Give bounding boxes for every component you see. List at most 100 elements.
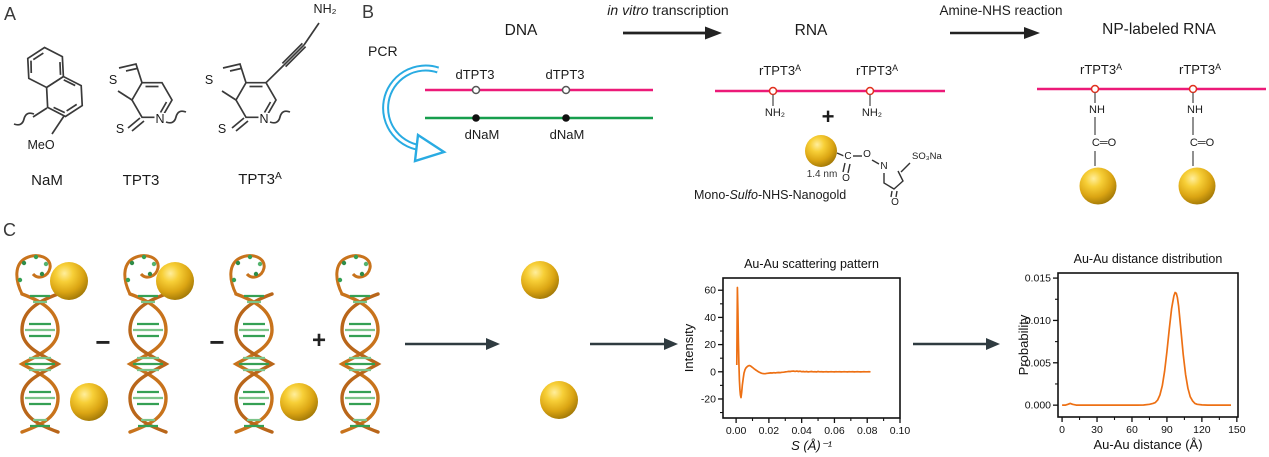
rna-heading: RNA	[794, 22, 828, 39]
pcr-label: PCR	[368, 43, 398, 59]
panel-a-label: A	[4, 4, 17, 24]
svg-text:150: 150	[1228, 424, 1246, 436]
gold-nanoparticle	[280, 383, 318, 421]
nanogold-size-label: 1.4 nm	[806, 169, 838, 180]
dnam-site-icon	[472, 114, 480, 122]
rtpt3a-label: rTPT3A	[855, 63, 899, 78]
svg-text:60: 60	[1126, 424, 1138, 436]
carbonyl-co-label: C═O	[1188, 137, 1216, 149]
svg-text:20: 20	[704, 339, 716, 351]
transcription-arrow	[623, 26, 722, 40]
svg-text:40: 40	[704, 312, 716, 324]
nanogold-caption: Mono-Sulfo-NHS-Nanogold	[694, 188, 847, 202]
svg-text:Intensity: Intensity	[685, 323, 696, 372]
gold-nanoparticle	[70, 383, 108, 421]
carbonyl-co-label: C═O	[1090, 137, 1118, 149]
np-labeled-rna-heading: NP-labeled RNA	[1102, 21, 1216, 38]
ring-oxygen-label: O	[890, 197, 900, 208]
gold-nanoparticle	[156, 262, 194, 300]
carbon-atom-label: C	[843, 151, 853, 162]
helix-bottom-label	[229, 253, 274, 434]
gold-nanoparticle	[805, 135, 837, 167]
svg-text:0.005: 0.005	[1025, 357, 1051, 369]
rtpt3a-label: rTPT3A	[1178, 62, 1222, 77]
meo-label: MeO	[26, 138, 56, 152]
ester-oxygen-label: O	[862, 149, 872, 160]
tpt3a-n-label: N	[258, 112, 270, 126]
workflow-arrow-2	[590, 338, 678, 350]
svg-text:0.000: 0.000	[1025, 400, 1051, 412]
dtpt3-site-icon	[561, 85, 571, 95]
dnam-label: dNaM	[464, 127, 500, 142]
svg-text:90: 90	[1161, 424, 1173, 436]
svg-text:60: 60	[704, 285, 716, 297]
gold-nanoparticle	[1079, 167, 1117, 205]
svg-text:0.015: 0.015	[1025, 273, 1051, 285]
transcription-step-label: in vitro transcription	[607, 2, 729, 18]
rtpt3a-site-icon	[865, 86, 875, 96]
dtpt3-label: dTPT3	[545, 67, 585, 82]
amide-nh-label: NH	[1186, 104, 1204, 116]
amine-group-label: NH₂	[763, 107, 787, 119]
gold-nanoparticle	[521, 261, 559, 299]
dnam-label: dNaM	[549, 127, 585, 142]
helix-unlabeled	[335, 253, 380, 434]
plus-sign: +	[821, 104, 835, 129]
dnam-site-icon	[562, 114, 570, 122]
au-au-scattering-chart: 0.00 0.02 0.04 0.06 0.08 0.10 -20 0 20 40 60 Au-Au …	[685, 257, 911, 453]
tpt3-thione-s-label: S	[114, 122, 126, 136]
svg-text:30: 30	[1091, 424, 1103, 436]
svg-text:Au-Au distance (Å): Au-Au distance (Å)	[1093, 437, 1202, 452]
rtpt3a-site-icon	[1188, 84, 1198, 94]
minus-operator: −	[209, 327, 225, 357]
tpt3a-ring-s-label: S	[203, 73, 215, 87]
amine-nhs-step-label: Amine-NHS reaction	[939, 3, 1063, 18]
amide-nh-label: NH	[1088, 104, 1106, 116]
svg-text:Au-Au scattering pattern: Au-Au scattering pattern	[744, 257, 879, 271]
tpt3-caption: TPT3	[122, 172, 160, 189]
svg-text:0.02: 0.02	[759, 425, 780, 437]
tpt3-structure	[117, 62, 187, 132]
rtpt3a-site-icon	[768, 86, 778, 96]
plus-operator: +	[311, 327, 327, 354]
pcr-cycle-arrow	[382, 64, 447, 163]
svg-text:0.08: 0.08	[857, 425, 878, 437]
svg-text:Probability: Probability	[1016, 314, 1031, 375]
np-labeled-rna	[1037, 84, 1266, 205]
panel-c-label: C	[3, 220, 16, 240]
gold-nanoparticle	[50, 262, 88, 300]
rtpt3a-label: rTPT3A	[758, 63, 802, 78]
tpt3-ring-s-label: S	[107, 73, 119, 87]
svg-text:Au-Au distance distribution: Au-Au distance distribution	[1074, 252, 1223, 266]
svg-text:0.010: 0.010	[1025, 315, 1051, 327]
dna-duplex	[425, 85, 653, 122]
workflow-arrow-3	[913, 338, 1000, 350]
amine-nhs-arrow	[950, 27, 1040, 39]
tpt3a-superscript: A	[274, 171, 282, 183]
nam-caption: NaM	[31, 172, 63, 189]
svg-text:0.04: 0.04	[791, 425, 812, 437]
carbonyl-oxygen-label: O	[841, 173, 851, 184]
rna-strand	[715, 86, 945, 106]
minus-operator: −	[95, 327, 111, 357]
nitrogen-atom-label: N	[879, 161, 889, 172]
workflow-arrow-1	[405, 338, 500, 350]
nanogold-reagent	[805, 135, 911, 198]
svg-text:S (Å)⁻¹: S (Å)⁻¹	[791, 438, 832, 453]
svg-text:-20: -20	[701, 393, 716, 405]
tpt3a-structure	[221, 22, 320, 132]
tpt3a-thione-s-label: S	[216, 122, 228, 136]
au-au-distance-chart: 0 30 60 90 120 150 0.000 0.005 0.010 0.015 Au-Au d…	[1016, 252, 1246, 452]
dtpt3-site-icon	[471, 85, 481, 95]
dna-heading: DNA	[504, 22, 538, 39]
tpt3a-amine-label: NH₂	[312, 2, 338, 16]
so3na-label: SO₃Na	[911, 151, 943, 162]
gold-nanoparticle	[540, 381, 578, 419]
gold-nanoparticle	[1178, 167, 1216, 205]
svg-text:0.10: 0.10	[890, 425, 911, 437]
svg-text:0: 0	[1059, 424, 1065, 436]
tpt3a-caption: TPT3A	[238, 171, 282, 188]
panel-b-label: B	[362, 2, 375, 22]
